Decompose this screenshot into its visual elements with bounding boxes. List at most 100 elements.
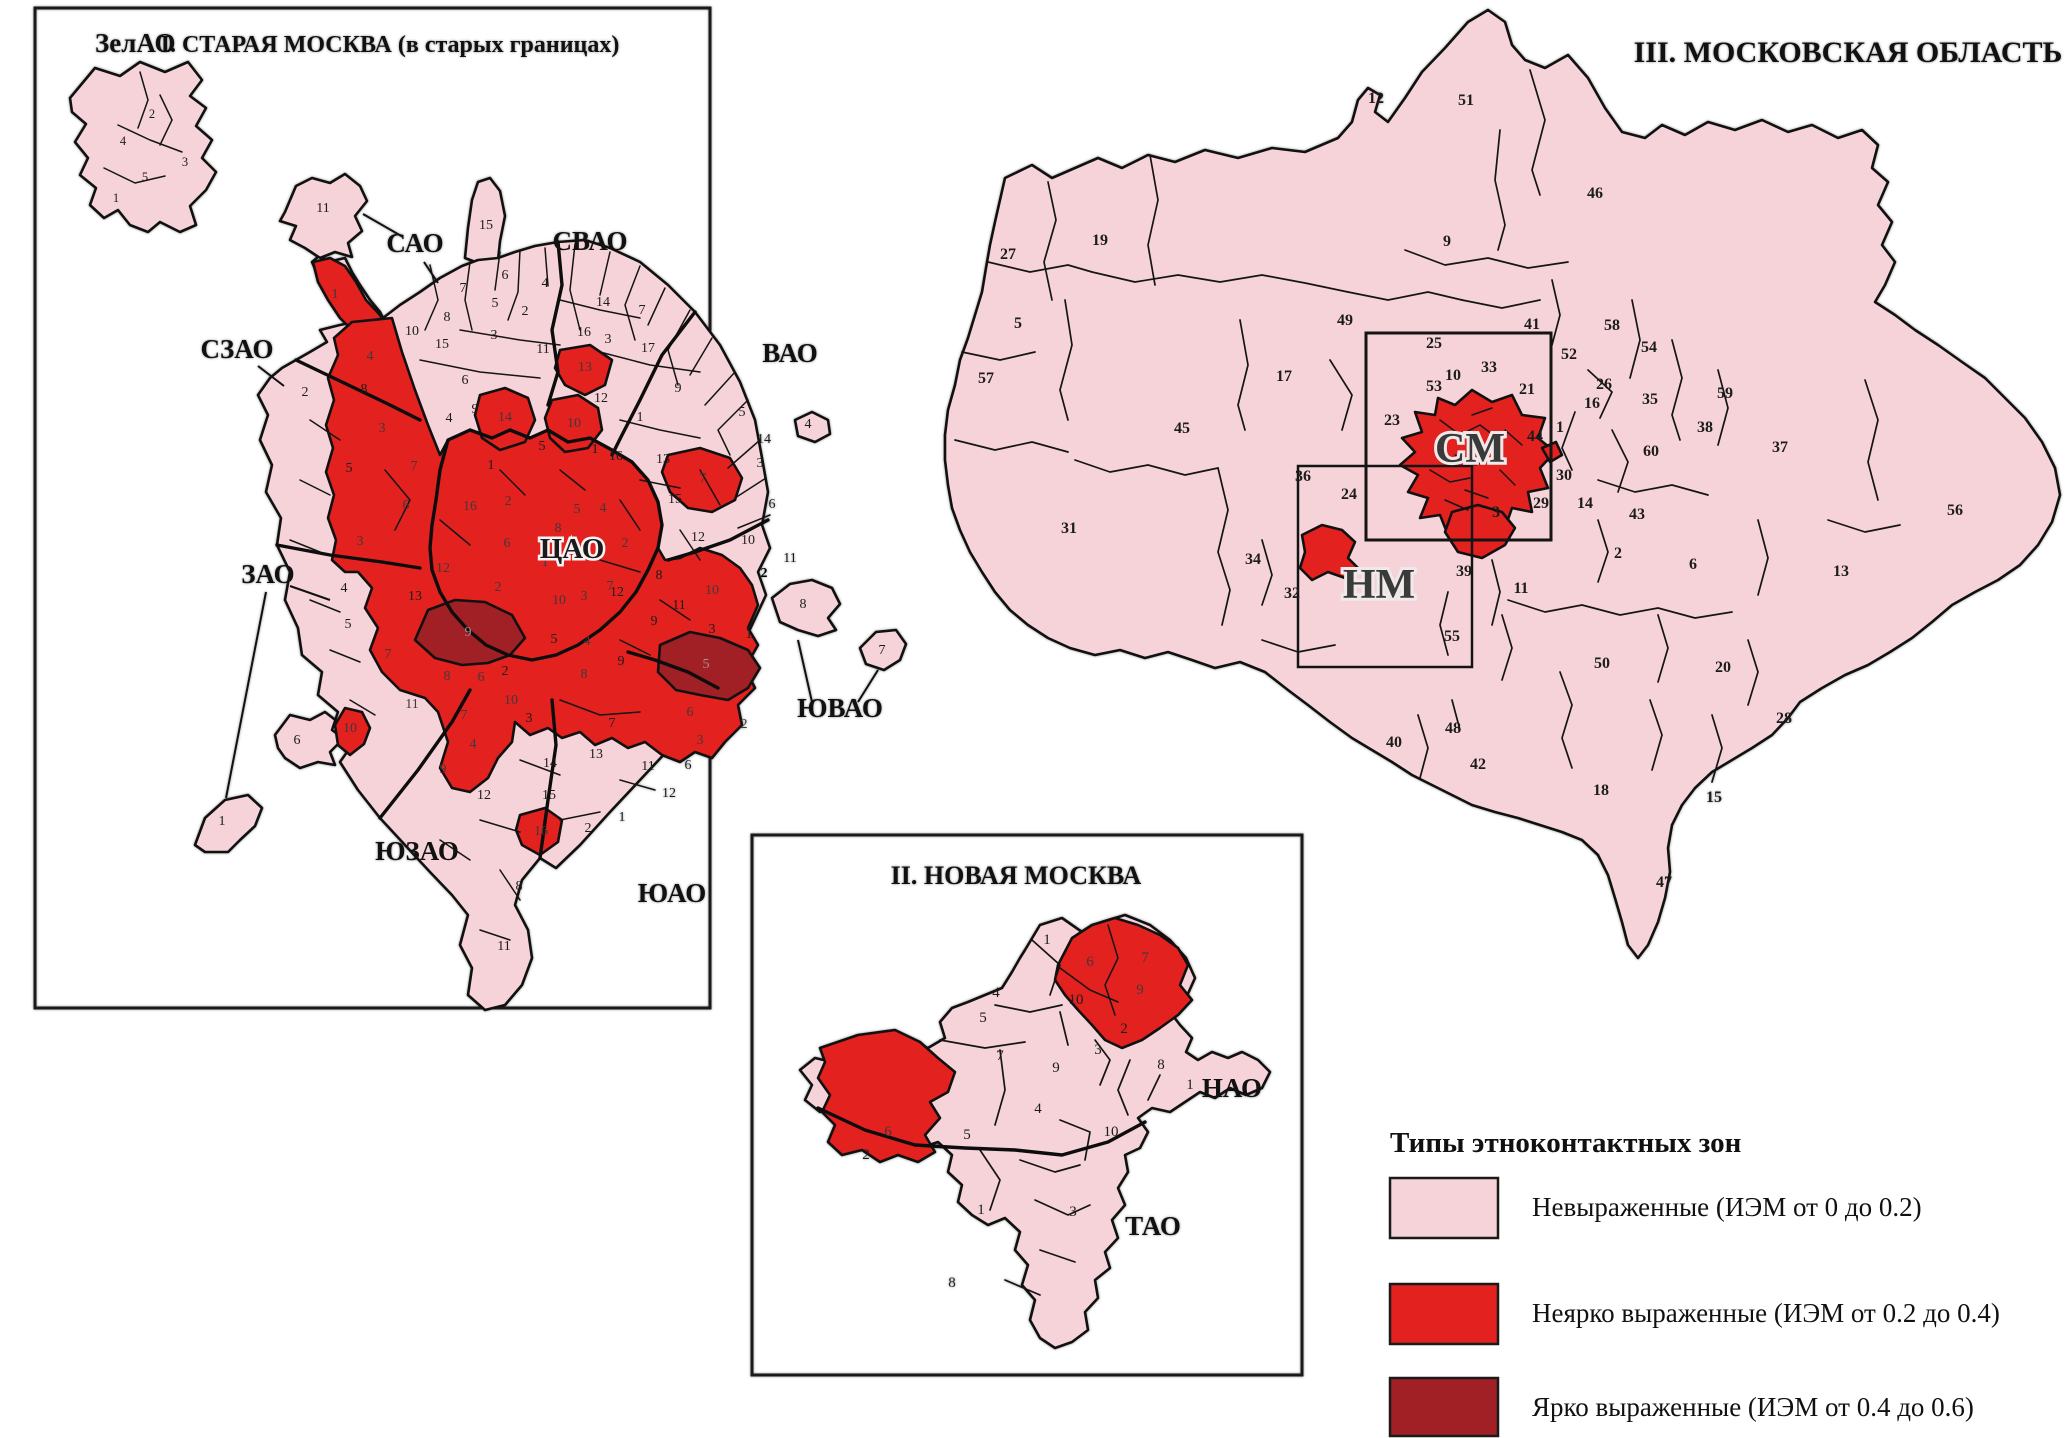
district-number: 10 xyxy=(705,583,719,598)
district-number: 6 xyxy=(1086,954,1094,970)
district-number: 10 xyxy=(405,324,419,339)
district-number: 7 xyxy=(996,1048,1004,1064)
district-number: 17 xyxy=(1276,368,1292,385)
leader-lines xyxy=(225,213,879,799)
district-number: 3 xyxy=(1094,1042,1102,1058)
district-number: 1 xyxy=(619,810,626,825)
district-number: 31 xyxy=(1061,520,1077,537)
district-number: 2 xyxy=(741,717,748,732)
district-number: 56 xyxy=(1947,502,1963,519)
district-number: 11 xyxy=(783,551,796,566)
district-number: 4 xyxy=(992,985,1000,1001)
district-number: 1 xyxy=(113,191,119,205)
district-number: 7 xyxy=(460,281,467,296)
district-number: 1 xyxy=(542,555,549,570)
district-number: 21 xyxy=(1519,381,1535,398)
district-number: 4 xyxy=(584,634,591,649)
district-number: 3 xyxy=(379,421,386,436)
district-number: 4 xyxy=(542,276,549,291)
district-number: 15 xyxy=(1706,789,1722,806)
dark-uvao-5 xyxy=(656,630,762,702)
district-number: 6 xyxy=(504,536,511,551)
exclave-zao-6 xyxy=(273,710,344,770)
panel2-title: II. НОВАЯ МОСКВА xyxy=(891,861,1142,890)
district-number: 1 xyxy=(1186,1077,1194,1093)
district-number: 14 xyxy=(757,432,771,447)
district-number: 12 xyxy=(610,585,624,600)
okrug-label: СЗАО xyxy=(201,334,274,364)
district-number: 14 xyxy=(543,756,557,771)
nm-district-borders xyxy=(816,924,1161,1296)
district-number: 2 xyxy=(1120,1021,1128,1037)
district-number: 12 xyxy=(662,786,676,801)
district-number: 4 xyxy=(470,737,477,752)
district-number: 58 xyxy=(1604,317,1620,334)
district-number: 6 xyxy=(502,268,509,283)
district-number: 59 xyxy=(1717,385,1733,402)
district-number: 7 xyxy=(607,579,614,594)
district-number: 11 xyxy=(1513,580,1528,597)
district-number: 8 xyxy=(361,382,368,397)
district-number: 32 xyxy=(1284,585,1300,602)
district-number: 3 xyxy=(581,589,588,604)
zelao-numbers: 2 4 3 5 1 xyxy=(113,107,188,205)
district-number: 34 xyxy=(1245,551,1261,568)
district-number: 1 xyxy=(977,1202,985,1218)
district-number: 3 xyxy=(605,332,612,347)
district-number: 1 xyxy=(637,410,644,425)
district-number: 6 xyxy=(884,1124,892,1140)
district-number: 27 xyxy=(1000,246,1016,263)
district-number: 4 xyxy=(446,411,453,426)
district-number: 16 xyxy=(609,449,623,464)
okrug-label: ВАО xyxy=(762,338,817,368)
district-number: 46 xyxy=(1587,185,1603,202)
district-number: 9 xyxy=(618,654,625,669)
district-number: 16 xyxy=(534,824,548,839)
district-number: 1 xyxy=(488,458,495,473)
district-number: 16 xyxy=(577,325,591,340)
district-number: 10 xyxy=(552,593,566,608)
district-number: 39 xyxy=(1456,563,1472,580)
district-number: 41 xyxy=(1524,316,1540,333)
district-number: 2 xyxy=(149,107,155,121)
district-number: 4 xyxy=(1034,1101,1042,1117)
district-number: 10 xyxy=(1445,367,1461,384)
district-number: 6 xyxy=(462,373,469,388)
zelao-label: ЗелАО xyxy=(95,28,176,58)
district-number: 11 xyxy=(405,697,418,712)
district-number: 2 xyxy=(495,580,502,595)
district-number: 2 xyxy=(522,304,529,319)
panel-moscow-oblast: III. МОСКОВСКАЯ ОБЛАСТЬ xyxy=(943,8,2062,960)
district-number: 15 xyxy=(542,788,556,803)
district-number: 1 xyxy=(1043,932,1051,948)
inset-labels: СМ НМ xyxy=(1340,423,1508,611)
district-number: 2 xyxy=(1614,545,1622,562)
district-number: 18 xyxy=(1593,782,1609,799)
okrug-label: ЮАО xyxy=(638,878,707,908)
district-number: 6 xyxy=(403,498,410,513)
district-number: 33 xyxy=(1481,359,1497,376)
district-number: 7 xyxy=(639,303,646,318)
district-number: 37 xyxy=(1772,439,1788,456)
oblast-borders xyxy=(954,69,1901,783)
district-number: 10 xyxy=(1069,992,1084,1008)
okrug-labels: САО СВАО ВАО СЗАО ЗАО ЮВАО ЮЗАО ЮАО xyxy=(201,226,883,908)
okrug-label: ЮЗАО xyxy=(375,836,459,866)
district-number: 7 xyxy=(385,647,392,662)
district-number: 17 xyxy=(641,341,655,356)
district-number: 50 xyxy=(1594,655,1610,672)
district-number: 9 xyxy=(651,614,658,629)
district-number: 60 xyxy=(1643,443,1659,460)
district-number: 3 xyxy=(491,328,498,343)
exclave-uvao-8 xyxy=(770,578,842,638)
exclave-zao-1 xyxy=(193,793,264,854)
legend-label-pink: Невыраженные (ИЭМ от 0 до 0.2) xyxy=(1532,1192,1922,1222)
district-number: 8 xyxy=(581,667,588,682)
district-number: 45 xyxy=(1174,420,1190,437)
district-number: 16 xyxy=(1584,395,1600,412)
district-number: 42 xyxy=(1470,756,1486,773)
district-number: 7 xyxy=(1141,950,1149,966)
district-number: 1 xyxy=(1556,419,1564,436)
district-number: 2 xyxy=(622,536,629,551)
